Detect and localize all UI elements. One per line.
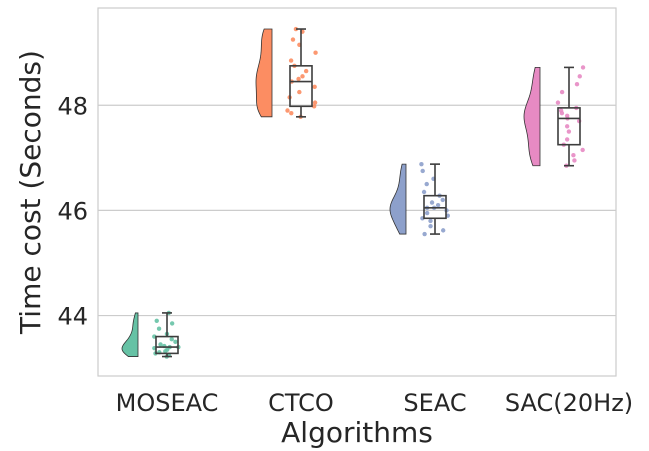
half-violins bbox=[121, 28, 541, 357]
data-point bbox=[289, 110, 294, 116]
x-tick-label: SAC(20Hz) bbox=[505, 389, 633, 417]
x-axis-label: Algorithms bbox=[281, 416, 433, 449]
data-point bbox=[435, 202, 441, 208]
data-point bbox=[566, 129, 572, 134]
data-point bbox=[440, 228, 446, 233]
data-point bbox=[440, 197, 445, 203]
data-point bbox=[290, 37, 296, 42]
y-tick-label: 46 bbox=[57, 197, 88, 225]
data-point bbox=[571, 153, 576, 158]
y-tick-label: 48 bbox=[57, 92, 88, 120]
data-point bbox=[303, 68, 309, 74]
data-point bbox=[311, 104, 317, 109]
y-axis-label: Time cost (Seconds) bbox=[14, 50, 47, 335]
data-point bbox=[420, 168, 425, 174]
data-point bbox=[419, 161, 424, 167]
box-plots bbox=[155, 28, 581, 358]
data-point bbox=[429, 200, 435, 205]
data-point bbox=[559, 89, 565, 95]
data-point bbox=[169, 321, 175, 326]
data-point bbox=[312, 100, 318, 105]
data-point bbox=[558, 108, 564, 113]
half-violin-3 bbox=[389, 163, 407, 235]
data-point bbox=[296, 76, 301, 82]
y-tick-labels: 44 46 48 bbox=[57, 92, 88, 330]
data-point bbox=[156, 326, 162, 331]
half-violin-2 bbox=[255, 28, 273, 118]
data-point bbox=[421, 189, 427, 195]
data-point bbox=[564, 124, 570, 129]
plot-frame bbox=[97, 7, 617, 377]
jitter-points bbox=[152, 26, 586, 359]
data-point bbox=[580, 65, 586, 70]
data-point bbox=[422, 231, 427, 237]
box-iqr bbox=[557, 107, 581, 146]
data-point bbox=[555, 100, 561, 105]
data-point bbox=[300, 74, 305, 79]
data-point bbox=[580, 147, 585, 153]
data-point bbox=[577, 74, 582, 79]
data-point bbox=[424, 210, 430, 216]
data-point bbox=[173, 339, 178, 345]
box-iqr bbox=[289, 65, 313, 108]
data-point bbox=[572, 158, 577, 163]
data-point bbox=[428, 223, 433, 229]
data-point bbox=[293, 26, 299, 32]
data-point bbox=[312, 84, 317, 90]
x-tick-labels: MOSEAC CTCO SEAC SAC(20Hz) bbox=[116, 389, 634, 417]
data-point bbox=[288, 58, 294, 63]
data-point bbox=[574, 82, 580, 87]
half-violin-4 bbox=[523, 67, 541, 167]
x-tick-label: CTCO bbox=[268, 389, 334, 417]
data-point bbox=[428, 218, 433, 224]
data-point bbox=[154, 318, 159, 323]
data-point bbox=[424, 181, 429, 187]
data-point bbox=[313, 50, 318, 55]
data-point bbox=[564, 113, 570, 118]
data-point bbox=[297, 89, 302, 95]
data-point bbox=[285, 108, 290, 113]
box-iqr bbox=[155, 335, 179, 355]
x-tick-label: MOSEAC bbox=[116, 389, 219, 417]
x-tick-label: SEAC bbox=[403, 389, 466, 417]
data-point bbox=[158, 342, 163, 347]
y-tick-label: 44 bbox=[57, 303, 88, 331]
data-point bbox=[169, 337, 174, 342]
half-violin-1 bbox=[121, 312, 139, 357]
data-point bbox=[564, 137, 570, 142]
